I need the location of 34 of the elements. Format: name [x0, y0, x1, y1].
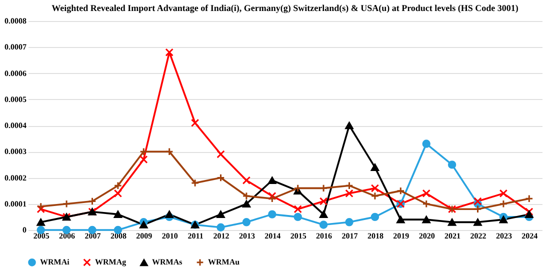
x-tick-label: 2012: [213, 232, 230, 240]
y-tick-label: 0: [22, 226, 26, 234]
x-tick-label: 2023: [496, 232, 512, 240]
x-tick-label: 2022: [470, 232, 486, 240]
x-tick-label: 2008: [110, 232, 126, 240]
x-tick-label: 2024: [522, 232, 538, 240]
x-tick-label: 2021: [444, 232, 461, 240]
x-tick-label: 2007: [84, 232, 101, 240]
x-tick-label: 2017: [342, 232, 358, 240]
x-tick-label: 2015: [290, 232, 306, 240]
y-tick-label: 0.0001: [4, 199, 26, 208]
x-tick-label: 2011: [188, 232, 204, 240]
x-tick-label: 2013: [238, 232, 255, 240]
x-tick-label: 2005: [33, 232, 50, 240]
y-tick-label: 0.0008: [4, 16, 26, 26]
y-tick-label: 0.0002: [4, 173, 26, 182]
legend-label: WRMAg: [95, 257, 126, 266]
y-tick-label: 0.0003: [4, 147, 26, 156]
legend-label: WRMAs: [152, 258, 182, 267]
x-tick-label: 2006: [59, 232, 76, 240]
y-tick-label: 0.0004: [4, 121, 26, 130]
x-tick-label: 2010: [162, 232, 178, 240]
legend-label: WRMAi: [40, 257, 70, 266]
x-tick-label: 2019: [393, 232, 410, 240]
x-tick-label: 2018: [367, 232, 384, 240]
chart-title: Weighted Revealed Import Advantage of India(i), Germany(g) Switzerland(s) & USA(u) at Product levels (HS Code 3001): [52, 3, 518, 13]
y-tick-label: 0.0006: [4, 68, 26, 78]
y-tick-label: 0.0005: [4, 94, 26, 104]
x-tick-label: 2014: [264, 232, 281, 240]
x-tick-label: 2016: [316, 232, 332, 240]
y-tick-label: 0.0007: [4, 42, 26, 52]
x-tick-label: 2020: [418, 232, 435, 240]
legend-label: WRMAu: [208, 257, 240, 266]
x-tick-label: 2009: [136, 232, 152, 240]
